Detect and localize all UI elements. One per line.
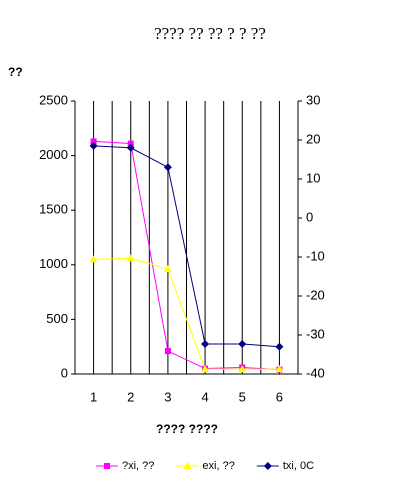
x-tick-label: 2 [127,389,134,404]
y-tick-label: 500 [46,311,68,326]
data-point [238,365,247,373]
legend-label: exi, ?? [202,460,234,472]
y-axis-label: ?? [8,65,23,79]
y2-tick-label: -20 [306,287,325,302]
data-point [201,339,210,348]
chart-title: ???? ?? ?? ? ? ?? [154,24,266,43]
y2-tick-label: 20 [306,131,320,146]
x-tick-label: 3 [164,389,171,404]
y2-tick-label: -10 [306,248,325,263]
series-line [93,140,280,371]
x-axis-label: ???? ???? [156,422,218,436]
y-tick-label: 2000 [39,147,68,162]
data-point [201,365,210,373]
y2-tick-label: 10 [306,170,320,185]
data-point [164,348,171,355]
legend-marker [183,462,192,469]
y-tick-label: 2500 [39,92,68,107]
y-tick-label: 1000 [39,256,68,271]
data-point [126,254,135,262]
x-tick-label: 1 [90,389,97,404]
data-point [238,339,247,348]
series-line [93,145,280,348]
series-line [93,257,280,370]
data-point [89,141,98,150]
data-point [275,365,284,373]
x-tick-label: 5 [239,389,246,404]
data-point [90,138,97,145]
y2-tick-label: -30 [306,326,325,341]
x-tick-label: 4 [201,389,208,404]
y-tick-label: 0 [61,365,68,380]
data-point [275,342,284,351]
data-point [126,143,135,152]
x-tick-label: 6 [276,389,283,404]
y-tick-label: 1500 [39,202,68,217]
y2-tick-label: -40 [306,365,325,380]
data-point [127,140,134,147]
legend-label: txi, 0C [283,460,314,472]
legend-marker [104,463,110,469]
legend-label: ?xi, ?? [122,460,154,472]
data-point [89,255,98,263]
y2-tick-label: 0 [306,209,313,224]
data-point [163,265,172,273]
legend-marker [263,462,272,470]
data-point [163,163,172,172]
y2-tick-label: 30 [306,92,320,107]
